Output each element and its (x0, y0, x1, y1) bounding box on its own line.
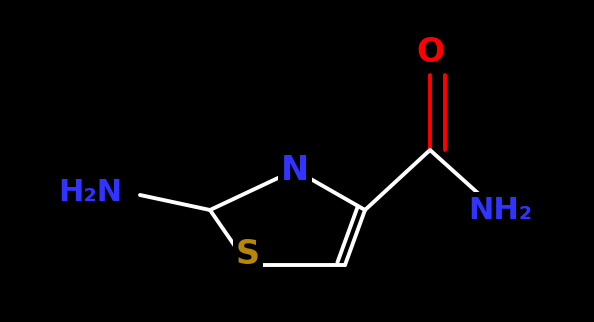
Text: N: N (281, 154, 309, 186)
Text: NH₂: NH₂ (468, 195, 532, 224)
Text: H₂N: H₂N (58, 177, 122, 206)
Text: O: O (416, 35, 444, 69)
Text: S: S (236, 239, 260, 271)
